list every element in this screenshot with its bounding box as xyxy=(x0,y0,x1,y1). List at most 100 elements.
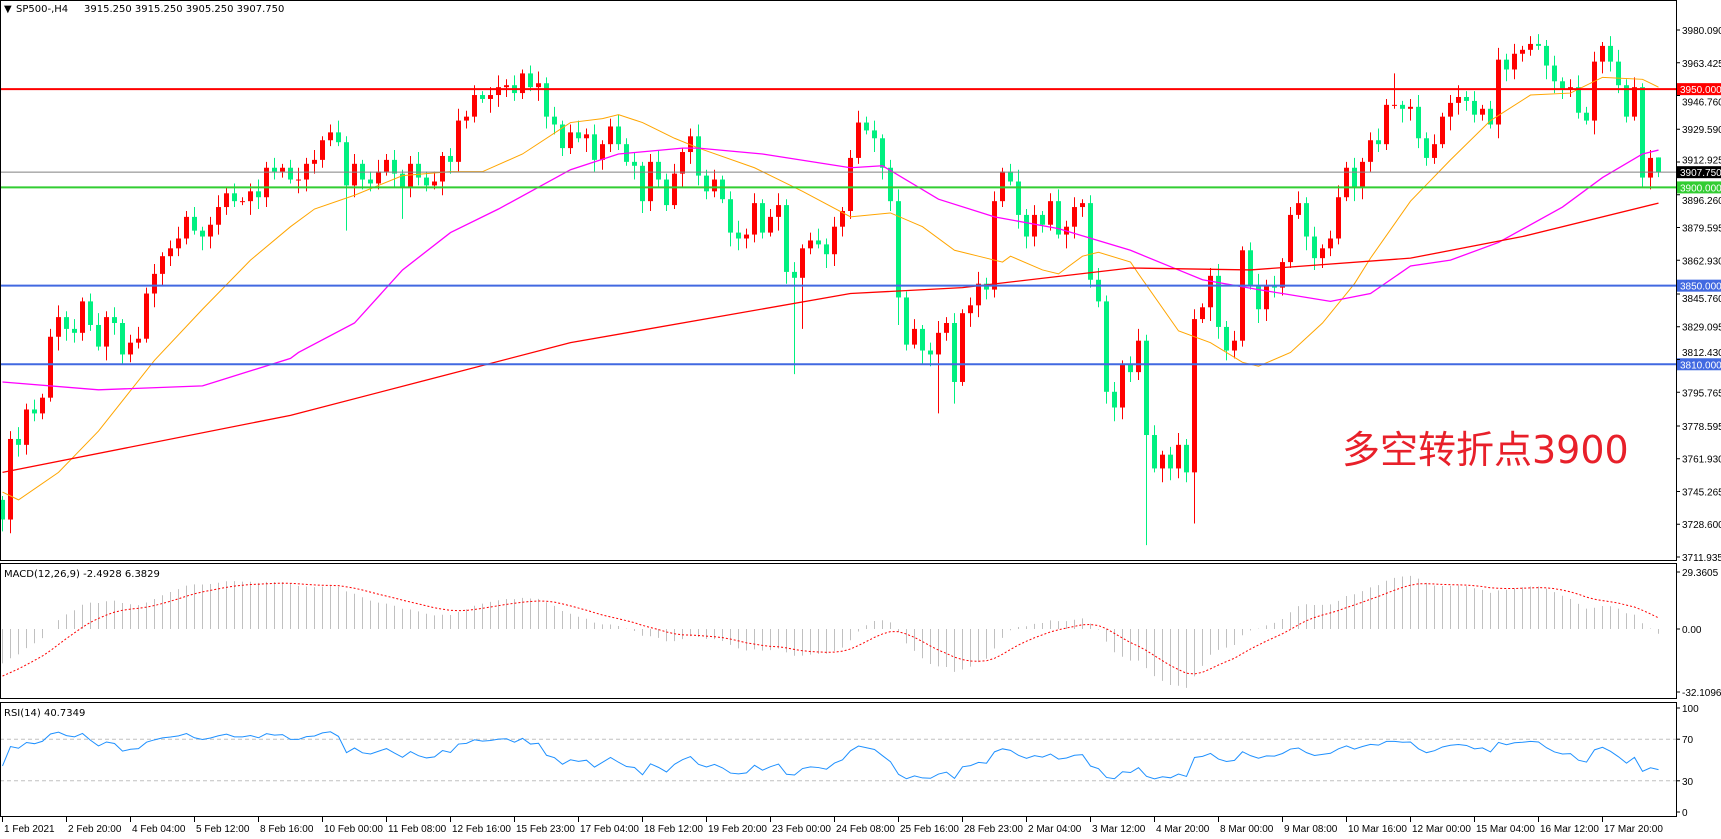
candle-body xyxy=(568,132,573,149)
candle-body xyxy=(1216,275,1221,327)
candle xyxy=(1064,220,1069,249)
current-price-tag-text: 3907.750 xyxy=(1680,168,1721,179)
candle-body xyxy=(672,173,677,206)
candle-body xyxy=(1344,167,1349,198)
candle-body xyxy=(496,87,501,96)
candle xyxy=(1008,163,1013,186)
candle-body xyxy=(1376,140,1381,145)
time-tick-label: 5 Feb 12:00 xyxy=(196,824,250,835)
candle xyxy=(216,195,221,235)
candle-body xyxy=(1624,85,1629,117)
candle xyxy=(256,179,261,210)
macd-tick-label: 0.00 xyxy=(1682,625,1702,636)
time-tick-label: 17 Feb 04:00 xyxy=(580,824,639,835)
candle xyxy=(680,148,685,188)
rsi-pane-frame xyxy=(0,702,1677,817)
candle-body xyxy=(1504,59,1509,70)
candle xyxy=(1048,193,1053,231)
candle xyxy=(136,326,141,349)
candle xyxy=(88,293,93,331)
candle xyxy=(1224,321,1229,361)
candle xyxy=(200,226,205,251)
candle xyxy=(832,216,837,267)
candle-body xyxy=(1368,140,1373,162)
candle-body xyxy=(1128,364,1133,373)
candle-body xyxy=(432,181,437,186)
candle-body xyxy=(336,132,341,143)
candle-body xyxy=(1480,108,1485,115)
candle xyxy=(656,150,661,188)
candle xyxy=(1208,267,1213,322)
candle-body xyxy=(776,205,781,217)
macd-tick-label: 29.3605 xyxy=(1682,568,1719,579)
candle-body xyxy=(216,207,221,225)
time-tick-label: 16 Mar 12:00 xyxy=(1540,824,1599,835)
candle-body xyxy=(1240,250,1245,341)
candle-body xyxy=(96,324,101,347)
candle-body xyxy=(64,317,69,329)
candle-body xyxy=(520,73,525,94)
candle xyxy=(1304,197,1309,251)
candle xyxy=(1344,161,1349,202)
candle xyxy=(144,287,149,343)
candle-body xyxy=(1096,279,1101,302)
symbol-label: SP500-,H4 xyxy=(16,4,68,15)
candle xyxy=(1168,446,1173,481)
candle-body xyxy=(768,216,773,233)
macd-label: MACD(12,26,9) -2.4928 6.3829 xyxy=(4,569,160,580)
candle xyxy=(888,159,893,211)
moving-average-fast xyxy=(2,76,1659,501)
candle xyxy=(176,226,181,257)
time-tick-label: 10 Mar 16:00 xyxy=(1348,824,1407,835)
candle-body xyxy=(648,161,653,202)
candle xyxy=(184,210,189,245)
price-axis: 3950.000 3900.000 3850.000 3810.000 3907.750… xyxy=(1676,26,1721,564)
candle xyxy=(736,220,741,251)
candle xyxy=(952,313,957,404)
candle xyxy=(1080,199,1085,217)
candle-body xyxy=(848,157,853,211)
price-tick-label: 3946.760 xyxy=(1682,98,1721,109)
candle-body xyxy=(784,205,789,272)
candle-body xyxy=(1488,108,1493,125)
rsi-line xyxy=(2,731,1659,780)
time-tick-label: 1 Feb 2021 xyxy=(4,824,55,835)
candle-body xyxy=(880,138,885,168)
candle xyxy=(392,150,397,188)
price-pane-frame xyxy=(0,0,1677,561)
candle-body xyxy=(1048,201,1053,225)
candle xyxy=(712,169,717,198)
candle xyxy=(344,136,349,231)
candle xyxy=(760,199,765,239)
candle xyxy=(1416,95,1421,149)
candle xyxy=(1112,381,1117,422)
candle-body xyxy=(1088,203,1093,280)
candle-body xyxy=(944,323,949,333)
candle xyxy=(328,124,333,147)
candle xyxy=(32,399,37,422)
candle xyxy=(728,191,733,247)
candle-body xyxy=(1288,214,1293,263)
candle-body xyxy=(1632,87,1637,117)
candle xyxy=(1096,267,1101,308)
candle-body xyxy=(416,163,421,178)
candle xyxy=(1176,433,1181,479)
candle-body xyxy=(1304,203,1309,237)
candle xyxy=(928,342,933,367)
candle-body xyxy=(592,134,597,160)
price-tick-label: 3879.595 xyxy=(1682,224,1721,235)
candle-body xyxy=(680,152,685,174)
candle-body xyxy=(744,234,749,239)
ohlc-readout: 3915.250 3915.250 3905.250 3907.750 xyxy=(84,4,284,15)
candle xyxy=(896,189,901,325)
candle xyxy=(1608,36,1613,72)
candle-body xyxy=(1424,138,1429,158)
candle-body xyxy=(136,338,141,343)
rsi-plot xyxy=(1,731,1676,782)
triangle-down-icon[interactable]: ▼ xyxy=(4,4,12,15)
candle xyxy=(456,108,461,172)
candle-body xyxy=(800,248,805,278)
candle-body xyxy=(1432,144,1437,158)
candle xyxy=(1424,132,1429,166)
